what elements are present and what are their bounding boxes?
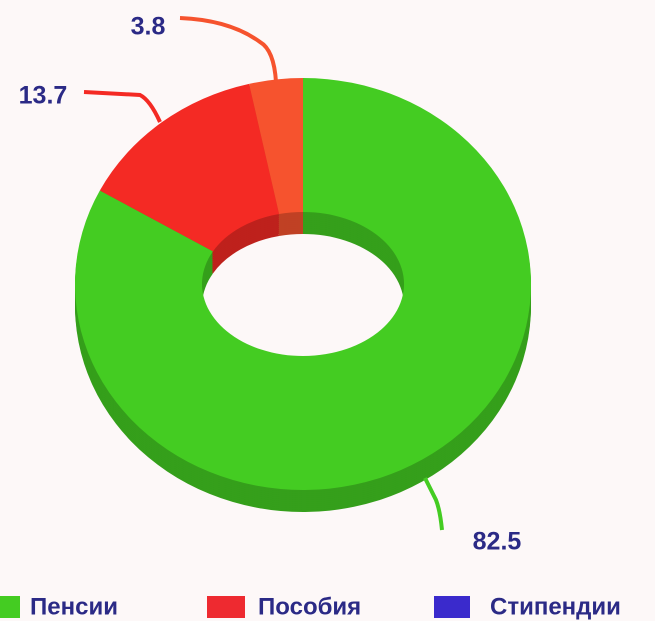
legend-swatch (207, 596, 245, 618)
legend-swatch (434, 596, 470, 618)
data-label: 82.5 (473, 528, 522, 556)
legend-label: Пособия (258, 593, 361, 620)
data-label: 13.7 (19, 82, 68, 110)
leader-line (83, 90, 162, 123)
data-label: 3.8 (131, 13, 166, 41)
leader-line (179, 16, 278, 83)
legend-label: Стипендии (490, 593, 621, 620)
leader-line (423, 477, 444, 531)
slice (249, 78, 303, 215)
legend-label: Пенсии (30, 593, 118, 620)
slice (74, 78, 531, 490)
legend-swatch (0, 596, 20, 618)
slice (99, 83, 280, 252)
